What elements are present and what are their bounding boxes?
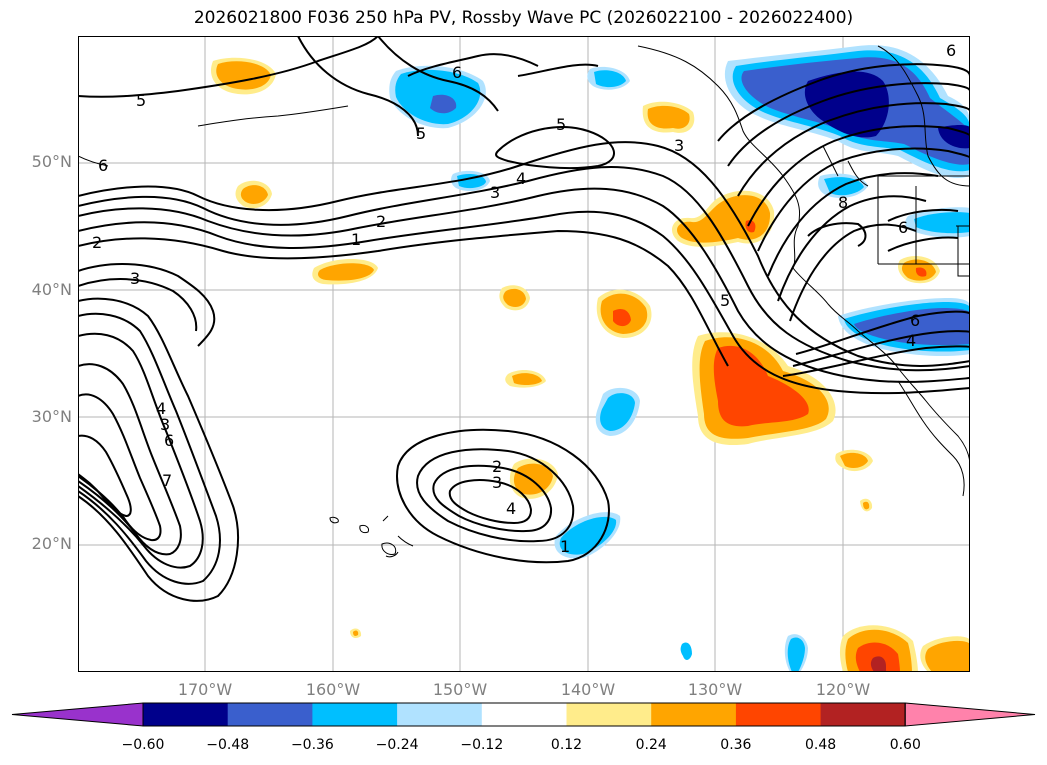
- colorbar-segment: [312, 703, 398, 726]
- contour-label: 6: [164, 431, 174, 450]
- contour-label: 4: [516, 169, 526, 188]
- map-title: 2026021800 F036 250 hPa PV, Rossby Wave …: [193, 8, 854, 28]
- pv-contours: [78, 36, 970, 602]
- map-panel: 5 6 5 5 3 4 3 2 1 2 3 6 6 8 6 5 6 4 4 3 …: [78, 36, 970, 672]
- contour-label: 6: [98, 156, 108, 175]
- map-border: [78, 36, 970, 672]
- contour-label: 4: [506, 499, 516, 518]
- lat-label: 50°N: [31, 152, 72, 171]
- contour-labels: 5 6 5 5 3 4 3 2 1 2 3 6 6 8 6 5 6 4 4 3 …: [92, 41, 956, 556]
- contour-label: 6: [898, 218, 908, 237]
- lon-label: 130°W: [687, 680, 743, 699]
- colorbar-segment: [651, 703, 737, 726]
- colorbar: [11, 702, 1036, 727]
- contour-label: 2: [376, 212, 386, 231]
- lon-label: 150°W: [432, 680, 488, 699]
- contour-label: 3: [674, 136, 684, 155]
- colorbar-segment: [143, 703, 229, 726]
- colorbar-tick-label: −0.36: [290, 737, 334, 753]
- contour-label: 6: [452, 63, 462, 82]
- contour-label: 1: [351, 230, 361, 249]
- colorbar-tick-label: 0.48: [805, 737, 837, 753]
- contour-label: 3: [490, 183, 500, 202]
- colorbar-extend-min: [11, 702, 144, 727]
- contour-label: 7: [162, 471, 172, 490]
- contour-label: 5: [416, 124, 426, 143]
- colorbar-segment: [820, 703, 906, 726]
- colorbar-segment: [735, 703, 822, 726]
- colorbar-segment: [566, 703, 652, 726]
- lat-label: 40°N: [31, 280, 72, 299]
- contour-label: 4: [906, 331, 916, 350]
- contour-label: 8: [838, 193, 848, 212]
- colorbar-segment: [481, 703, 567, 726]
- contour-label: 5: [136, 91, 146, 110]
- contour-label: 3: [492, 473, 502, 492]
- colorbar-tick-label: −0.48: [206, 737, 250, 753]
- lat-label: 20°N: [31, 534, 72, 553]
- islands: [329, 516, 397, 555]
- contour-label: 3: [130, 269, 140, 288]
- lon-label: 120°W: [815, 680, 871, 699]
- colorbar-tick-label: 0.60: [889, 737, 921, 753]
- contour-label: 5: [556, 115, 566, 134]
- colorbar-tick-label: −0.24: [375, 737, 419, 753]
- contour-label: 2: [492, 457, 502, 476]
- contour-label: 4: [156, 399, 166, 418]
- colorbar-segment: [227, 703, 313, 726]
- lon-label: 140°W: [560, 680, 616, 699]
- colorbar-extend-max: [904, 702, 1036, 727]
- lat-label: 30°N: [31, 407, 72, 426]
- lon-label: 160°W: [305, 680, 361, 699]
- colorbar-tick-label: 0.36: [720, 737, 752, 753]
- colorbar-tick-label: 0.24: [635, 737, 667, 753]
- contour-label: 2: [92, 233, 102, 252]
- contour-label: 1: [560, 537, 570, 556]
- contour-label: 3: [160, 415, 170, 434]
- positive-pv-shading: [210, 57, 970, 672]
- contour-label: 5: [720, 291, 730, 310]
- colorbar-tick-label: 0.12: [550, 737, 583, 753]
- contour-label: 6: [910, 311, 920, 330]
- lon-label: 170°W: [177, 680, 233, 699]
- contour-label: 6: [946, 41, 956, 60]
- colorbar-tick-label: −0.12: [460, 737, 504, 753]
- colorbar-segment: [397, 703, 483, 726]
- colorbar-tick-label: −0.60: [121, 737, 165, 753]
